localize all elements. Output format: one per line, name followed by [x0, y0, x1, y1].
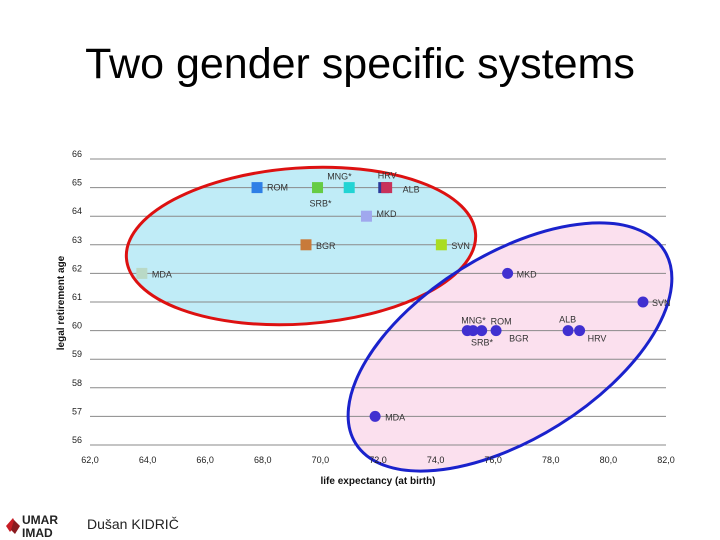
circle-marker — [490, 325, 502, 337]
circle-marker — [502, 267, 514, 279]
point-label: SRB* — [471, 338, 494, 348]
point-label: SVN — [451, 241, 470, 251]
y-tick-label: 56 — [72, 435, 82, 445]
logo-text-bottom: IMAD — [22, 526, 53, 538]
point-label: ROM — [267, 183, 288, 193]
y-tick-label: 66 — [72, 149, 82, 159]
point-label: ALB — [403, 185, 420, 195]
author-name: Dušan KIDRIČ — [87, 516, 179, 532]
square-marker — [312, 182, 324, 194]
point-label: ALB — [559, 315, 576, 325]
x-tick-label: 74,0 — [427, 455, 445, 465]
point-label: MKD — [376, 209, 397, 219]
x-tick-label: 82,0 — [657, 455, 675, 465]
point-label: ROM — [491, 317, 512, 327]
group-ellipse-outline — [124, 165, 478, 327]
circle-marker — [467, 325, 479, 337]
point-label: SRB* — [310, 199, 333, 209]
x-tick-label: 68,0 — [254, 455, 272, 465]
y-tick-label: 65 — [72, 178, 82, 188]
group-ellipse-outline — [346, 221, 674, 473]
circle-marker — [562, 325, 574, 337]
square-marker — [343, 182, 355, 194]
group-ellipse-fill — [348, 222, 672, 472]
logo-mark-icon — [6, 518, 16, 532]
axis-ticks: 56 57 58 59 60 61 62 63 64 65 66 62,0 64,0 66,0 68,0 70… — [72, 149, 675, 465]
x-tick-label: 72,0 — [369, 455, 387, 465]
point-label: MKD — [517, 269, 538, 279]
y-tick-label: 58 — [72, 378, 82, 388]
y-axis-label: legal retirement age — [56, 255, 67, 350]
square-marker — [251, 182, 263, 194]
point-label: SVN — [652, 298, 671, 308]
y-tick-label: 59 — [72, 349, 82, 359]
point-label: HRV — [378, 171, 397, 181]
x-tick-label: 80,0 — [600, 455, 618, 465]
x-tick-label: 64,0 — [139, 455, 157, 465]
x-tick-label: 78,0 — [542, 455, 560, 465]
slide-title: Two gender specific systems — [85, 40, 635, 88]
x-tick-label: 70,0 — [312, 455, 330, 465]
circle-marker — [574, 325, 586, 337]
x-tick-label: 66,0 — [196, 455, 214, 465]
y-tick-label: 57 — [72, 406, 82, 416]
logo-text-top: UMAR — [22, 513, 58, 527]
group-ellipses — [126, 167, 672, 472]
x-tick-label: 62,0 — [81, 455, 99, 465]
y-tick-label: 62 — [72, 263, 82, 273]
point-label: BGR — [509, 334, 529, 344]
point-label: MDA — [152, 269, 172, 279]
x-tick-label: 76,0 — [484, 455, 502, 465]
point-label: MNG* — [461, 316, 486, 326]
y-tick-label: 63 — [72, 235, 82, 245]
point-label: MNG* — [327, 172, 352, 182]
point-label: HRV — [588, 334, 607, 344]
point-label: BGR — [316, 241, 336, 251]
group-outlines — [124, 165, 674, 473]
circle-marker — [476, 325, 488, 337]
square-marker — [381, 182, 393, 194]
data-points: ROM SRB* MNG* HRV ALB MKD BGR SVN MDA MKD SVN MNG* R… — [136, 171, 671, 422]
square-marker — [435, 239, 447, 251]
circle-marker — [637, 296, 649, 308]
x-axis-label: life expectancy (at birth) — [320, 476, 435, 487]
circle-marker — [369, 410, 381, 422]
square-marker — [136, 267, 148, 279]
y-tick-label: 60 — [72, 321, 82, 331]
point-label: MDA — [385, 412, 405, 422]
y-tick-label: 61 — [72, 292, 82, 302]
square-marker — [360, 210, 372, 222]
gridlines — [90, 158, 666, 446]
umar-imad-logo: UMAR IMAD — [6, 513, 58, 538]
y-tick-label: 64 — [72, 206, 82, 216]
square-marker — [300, 239, 312, 251]
